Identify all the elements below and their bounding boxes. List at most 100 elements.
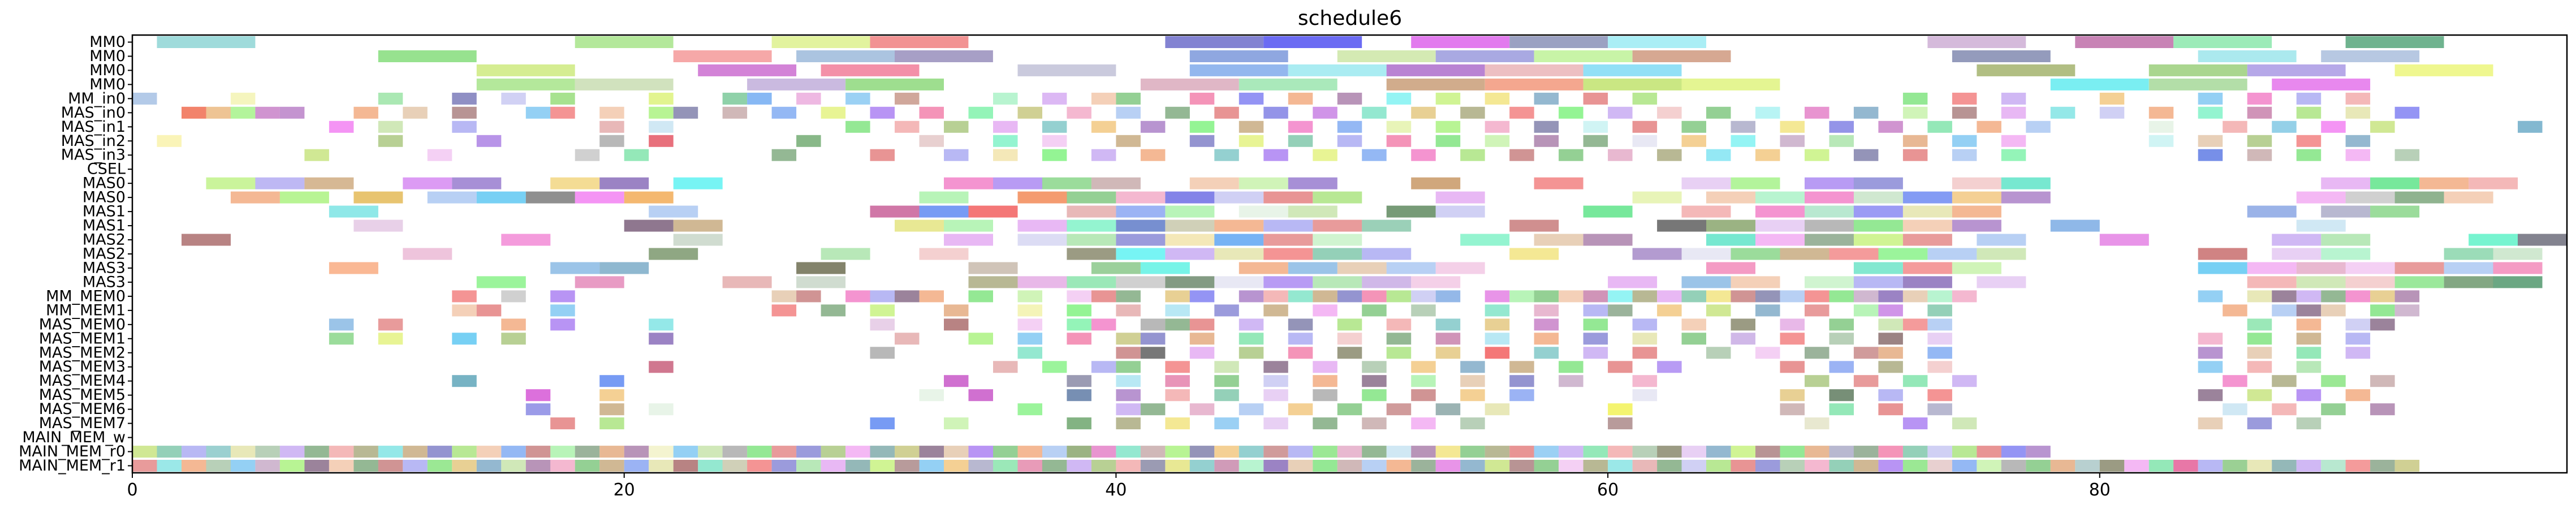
task-bar <box>279 460 305 472</box>
task-bar <box>1681 290 1706 303</box>
task-bar <box>1017 290 1042 303</box>
task-bar <box>1853 375 1879 387</box>
task-bar <box>1681 205 1731 218</box>
task-bar <box>452 290 477 303</box>
task-bar <box>1362 389 1387 402</box>
task-bar <box>1116 375 1141 387</box>
task-bar <box>1239 333 1264 345</box>
task-bar <box>599 375 624 387</box>
task-bar <box>279 106 305 119</box>
task-bar <box>624 446 649 458</box>
task-bar <box>1411 389 1436 402</box>
task-bar <box>1829 135 1854 147</box>
y-tick-label: MAS_MEM1 <box>39 330 126 347</box>
task-bar <box>993 446 1018 458</box>
task-bar <box>1583 78 1682 90</box>
task-bar <box>1042 135 1067 147</box>
task-bar <box>1362 106 1387 119</box>
task-bar <box>2321 234 2371 246</box>
task-bar <box>1288 120 1313 133</box>
task-bar <box>1583 460 1608 472</box>
task-bar <box>255 446 280 458</box>
task-bar <box>2321 248 2371 260</box>
y-tick-label: MAS_MEM2 <box>39 344 126 361</box>
task-bar <box>1878 304 1903 317</box>
task-bar <box>1805 219 1854 232</box>
task-bar <box>1042 460 1067 472</box>
task-bar <box>1780 361 1805 373</box>
task-bar <box>993 92 1018 105</box>
task-bar <box>1313 276 1362 288</box>
task-bar <box>1337 446 1362 458</box>
task-bar <box>1189 177 1239 189</box>
task-bar <box>1411 106 1436 119</box>
task-bar <box>378 120 403 133</box>
task-bar <box>1067 191 1116 204</box>
task-bar <box>1878 333 1903 345</box>
task-bar <box>968 205 1018 218</box>
task-bar <box>1288 318 1313 331</box>
task-bar <box>2223 403 2247 416</box>
task-bar <box>747 92 772 105</box>
task-bar <box>1362 149 1387 161</box>
task-bar <box>2026 460 2051 472</box>
task-bar <box>353 106 378 119</box>
y-tick-label: MAS_in1 <box>61 118 126 136</box>
task-bar <box>1706 347 1731 359</box>
task-bar <box>1386 205 1436 218</box>
task-bar <box>1608 149 1633 161</box>
x-tick-label: 0 <box>127 480 137 500</box>
task-bar <box>304 460 329 472</box>
task-bar <box>1263 417 1288 430</box>
task-bar <box>2148 120 2174 133</box>
y-tick-label: MM_MEM1 <box>46 301 126 319</box>
task-bar <box>624 219 674 232</box>
task-bar <box>1706 460 1731 472</box>
task-bar <box>2345 389 2371 402</box>
task-bar <box>1189 64 1288 76</box>
task-bar <box>1017 234 1067 246</box>
task-bar <box>821 64 920 76</box>
task-bar <box>2247 149 2272 161</box>
task-bar <box>2321 460 2346 472</box>
task-bar <box>1214 417 1239 430</box>
task-bar <box>673 177 723 189</box>
task-bar <box>1485 403 1510 416</box>
task-bar <box>1829 361 1854 373</box>
task-bar <box>1902 375 1928 387</box>
task-bar <box>1067 446 1091 458</box>
task-bar <box>1657 149 1682 161</box>
task-bar <box>1952 106 1977 119</box>
task-bar <box>1902 106 1928 119</box>
task-bar <box>919 191 969 204</box>
task-bar <box>1067 417 1091 430</box>
task-bar <box>501 290 526 303</box>
task-bar <box>501 333 526 345</box>
task-bar <box>1165 460 1190 472</box>
task-bar <box>599 403 624 416</box>
task-bar <box>206 177 256 189</box>
task-bar <box>895 333 920 345</box>
task-bar <box>1411 361 1436 373</box>
task-bar <box>1411 290 1436 303</box>
task-bar <box>329 120 354 133</box>
task-bar <box>1017 403 1042 416</box>
task-bar <box>1435 460 1461 472</box>
task-bar <box>2296 92 2322 105</box>
task-bar <box>1534 347 1559 359</box>
task-bar <box>476 460 502 472</box>
task-bar <box>1411 36 1510 48</box>
task-bar <box>230 446 256 458</box>
task-bar <box>1435 92 1461 105</box>
task-bar <box>1485 304 1510 317</box>
task-bar <box>2272 304 2297 317</box>
task-bar <box>1829 389 1854 402</box>
task-bar <box>2075 36 2174 48</box>
y-tick-label: MAS2 <box>83 231 126 249</box>
task-bar <box>1780 460 1805 472</box>
task-bar <box>230 460 256 472</box>
task-bar <box>329 262 378 274</box>
task-bar <box>1829 318 1854 331</box>
task-bar <box>1116 234 1166 246</box>
task-bar <box>1386 446 1412 458</box>
